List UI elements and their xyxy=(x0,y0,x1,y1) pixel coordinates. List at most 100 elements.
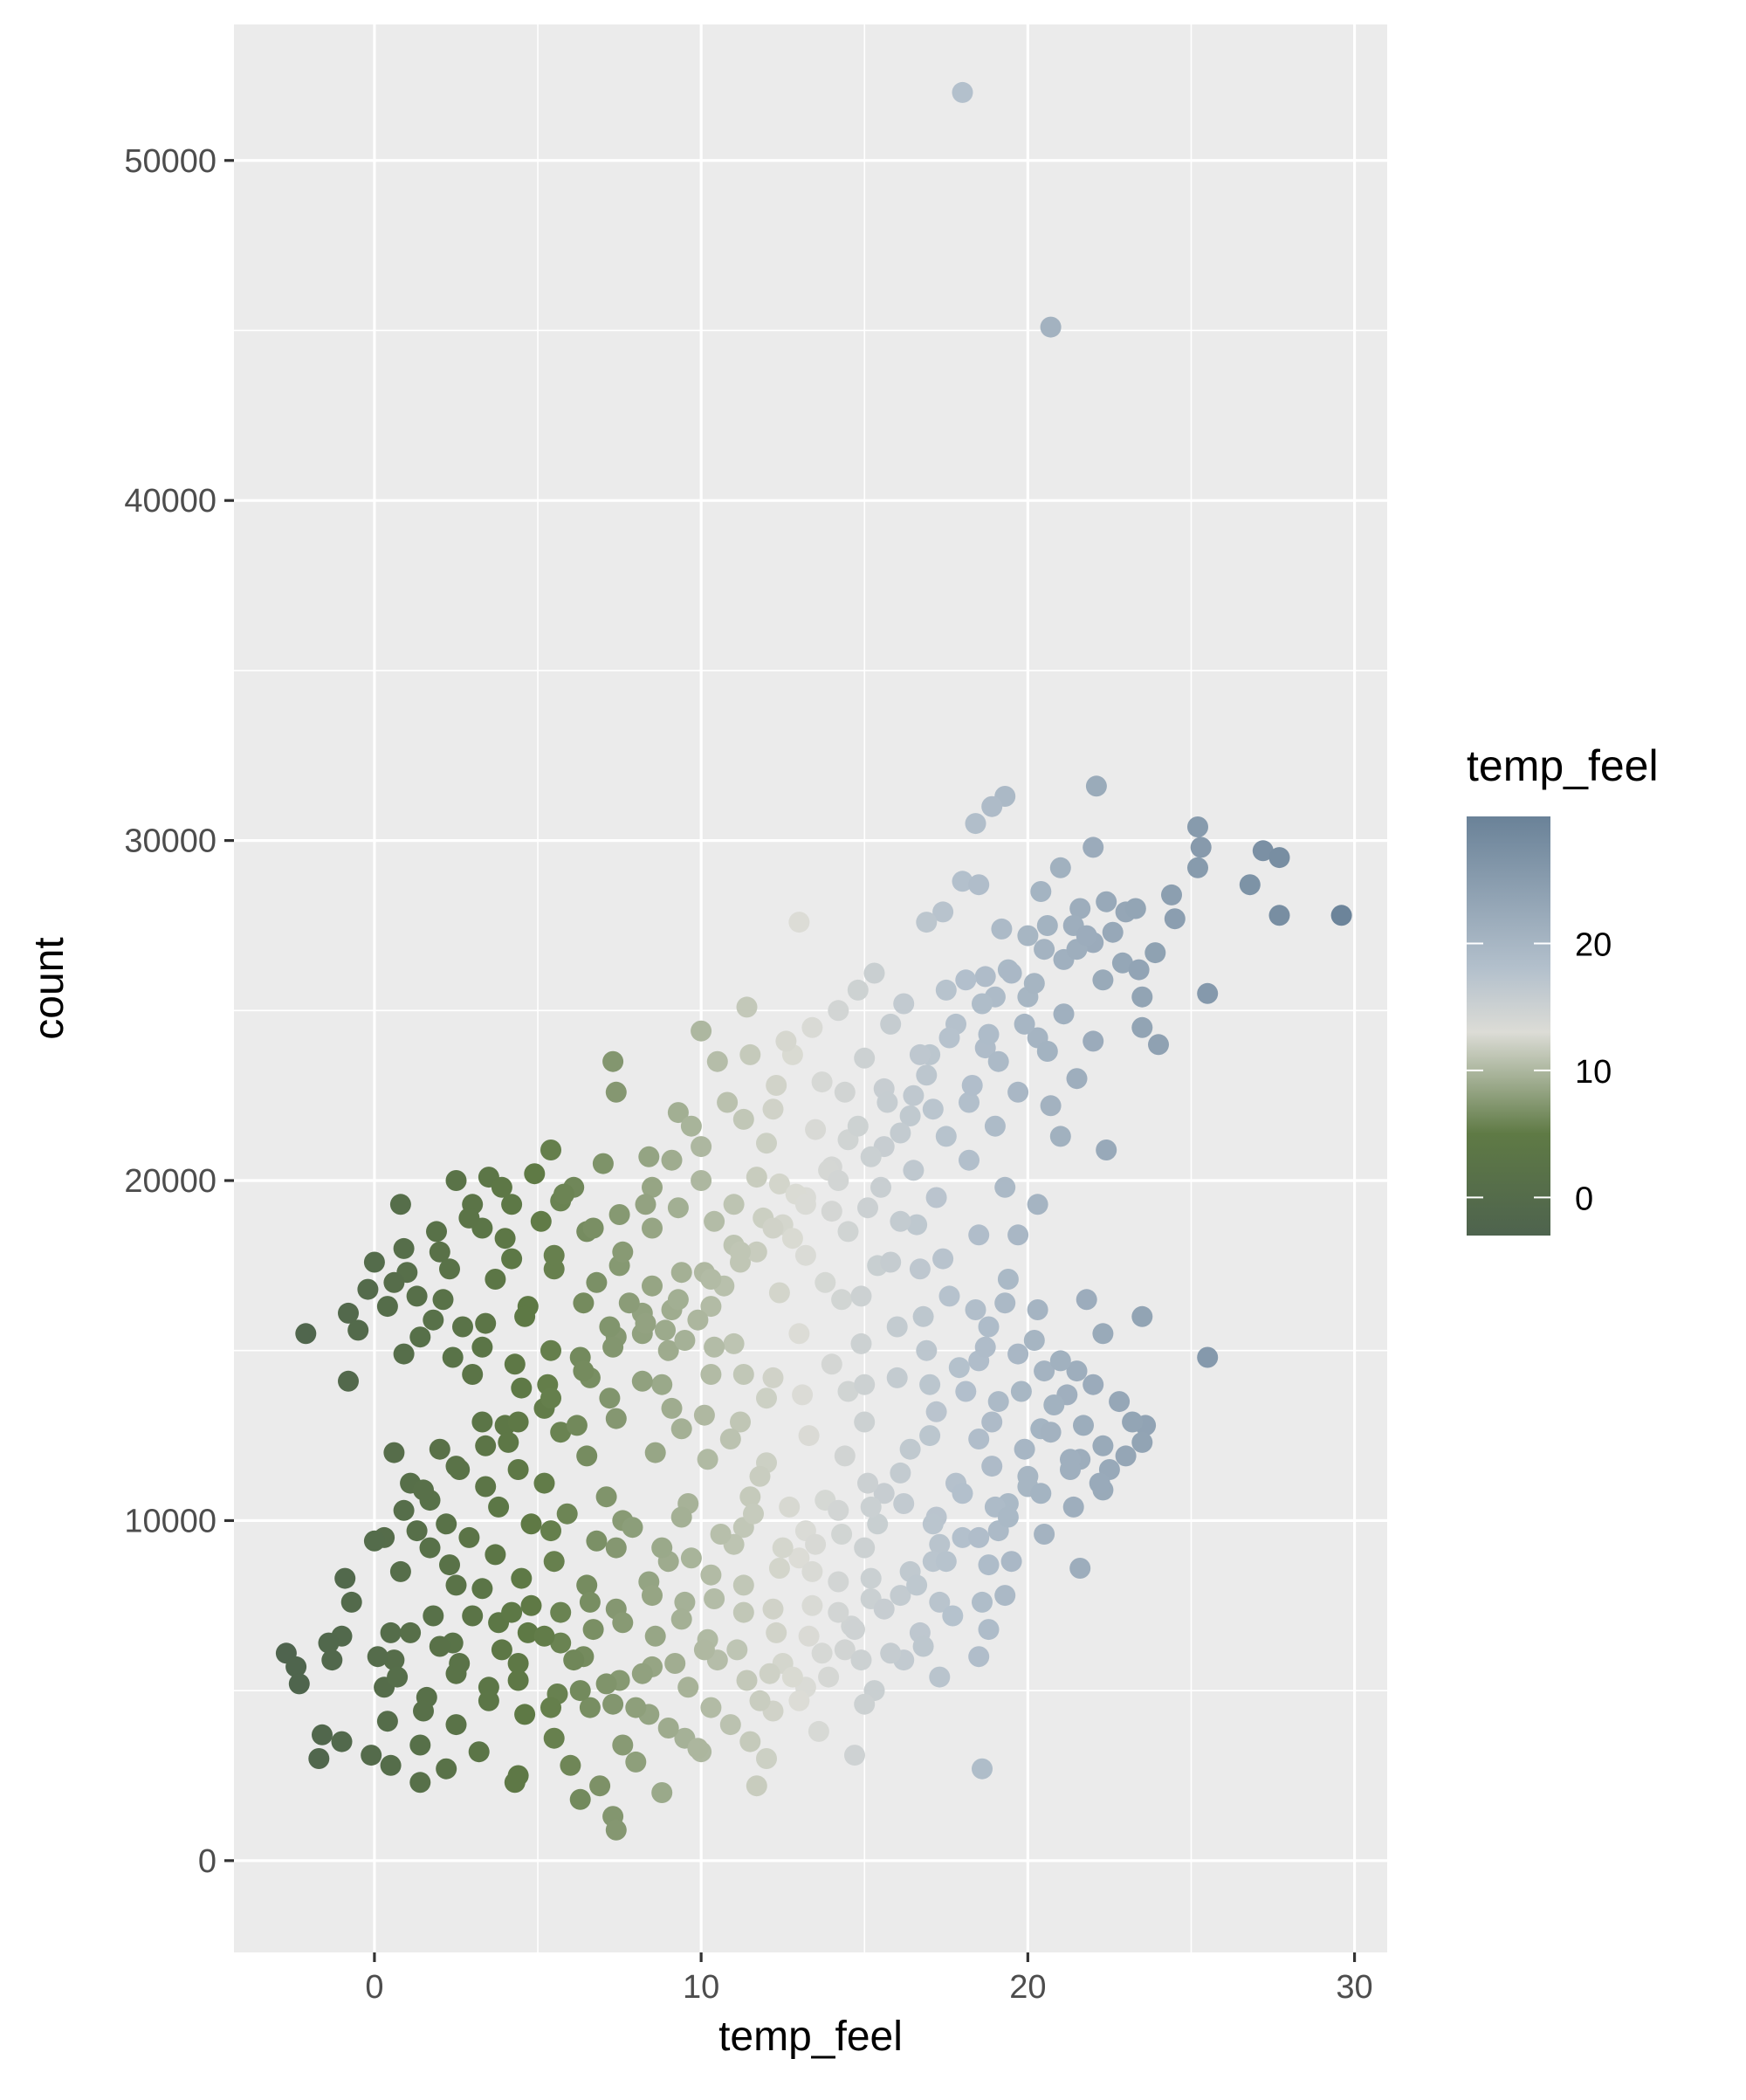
data-point xyxy=(932,901,954,923)
data-point xyxy=(828,1571,849,1593)
data-point xyxy=(556,1503,578,1525)
data-point xyxy=(504,1353,526,1375)
data-point xyxy=(318,1632,340,1654)
data-point xyxy=(449,1653,471,1674)
data-point xyxy=(762,1367,784,1388)
data-point xyxy=(605,1537,627,1559)
data-point xyxy=(429,1438,450,1460)
data-point xyxy=(1330,905,1352,926)
data-point xyxy=(828,1499,849,1521)
data-point xyxy=(717,1091,739,1113)
data-point xyxy=(916,1064,938,1086)
data-point xyxy=(540,1520,561,1542)
data-point xyxy=(1115,1445,1137,1467)
data-point xyxy=(906,1214,928,1236)
data-point xyxy=(870,1176,891,1198)
data-point xyxy=(1034,939,1055,960)
x-tick-label: 0 xyxy=(365,1969,383,2006)
data-point xyxy=(959,1149,980,1171)
data-point xyxy=(837,1221,859,1243)
data-point xyxy=(540,1697,561,1718)
data-point xyxy=(452,1316,473,1338)
data-point xyxy=(622,1517,643,1539)
data-point xyxy=(524,1163,546,1185)
data-point xyxy=(997,1269,1019,1290)
data-point xyxy=(929,1591,951,1613)
data-point xyxy=(828,1170,849,1191)
data-point xyxy=(1089,1472,1110,1494)
data-point xyxy=(393,1499,415,1521)
data-point xyxy=(981,1456,1003,1477)
data-point xyxy=(458,1526,480,1548)
data-point xyxy=(642,1176,663,1198)
y-tick-label: 10000 xyxy=(124,1503,217,1539)
data-point xyxy=(756,1387,777,1409)
data-point xyxy=(376,1711,398,1732)
data-point xyxy=(576,1445,598,1467)
data-point xyxy=(704,1210,725,1232)
data-point xyxy=(1023,1330,1045,1351)
data-point xyxy=(478,1690,499,1711)
legend-title: temp_feel xyxy=(1467,741,1659,790)
data-point xyxy=(383,1442,405,1463)
data-point xyxy=(651,1782,673,1803)
data-point xyxy=(511,1567,533,1589)
axes: 0 10 20 30 0 10000 20000 30000 40000 50000 xyxy=(124,143,1372,2006)
data-point xyxy=(625,1697,647,1718)
data-point xyxy=(514,1704,536,1725)
data-point xyxy=(704,1588,725,1609)
data-point xyxy=(691,1020,712,1042)
data-point xyxy=(664,1653,686,1674)
data-point xyxy=(644,1625,666,1647)
data-point xyxy=(612,1734,634,1756)
legend-colorbar xyxy=(1467,816,1550,1236)
legend-tick-label: 20 xyxy=(1575,926,1612,963)
data-point xyxy=(389,1194,411,1215)
data-point xyxy=(1268,905,1290,926)
data-point xyxy=(1148,1034,1169,1056)
data-point xyxy=(961,1075,983,1096)
data-point xyxy=(704,1336,725,1358)
data-point xyxy=(651,1374,673,1395)
data-point xyxy=(781,1228,803,1250)
data-point xyxy=(788,1323,810,1345)
data-point xyxy=(972,1591,993,1613)
data-point xyxy=(1096,1140,1117,1160)
data-point xyxy=(768,1558,790,1579)
data-point xyxy=(792,1384,814,1406)
data-point xyxy=(968,1429,990,1449)
data-point xyxy=(730,1411,751,1433)
data-point xyxy=(582,1619,604,1641)
data-point xyxy=(566,1415,588,1436)
data-point xyxy=(667,1289,689,1311)
data-point xyxy=(821,1353,842,1375)
data-point xyxy=(805,1533,827,1555)
data-point xyxy=(890,1462,911,1484)
data-point xyxy=(357,1278,379,1300)
data-point xyxy=(661,1149,683,1171)
data-point xyxy=(419,1537,441,1559)
data-point xyxy=(952,1526,973,1548)
data-point xyxy=(978,1023,1000,1045)
data-point xyxy=(762,1598,784,1620)
data-point xyxy=(442,1346,464,1368)
data-point xyxy=(749,1690,771,1711)
data-point xyxy=(1252,840,1274,862)
data-point xyxy=(801,1016,823,1038)
data-point xyxy=(736,996,758,1018)
data-point xyxy=(854,1047,876,1069)
data-point xyxy=(844,1745,865,1766)
data-point xyxy=(602,1336,624,1358)
data-point xyxy=(586,1271,608,1293)
data-point xyxy=(445,1456,467,1477)
data-point xyxy=(955,1380,977,1402)
data-point xyxy=(691,1170,712,1191)
data-point xyxy=(974,1336,996,1358)
data-point xyxy=(491,1639,512,1661)
data-point xyxy=(847,979,869,1001)
data-point xyxy=(837,1380,859,1402)
data-point xyxy=(798,1425,820,1447)
data-point xyxy=(677,1677,699,1698)
data-point xyxy=(1268,847,1290,869)
data-point xyxy=(719,1714,741,1736)
